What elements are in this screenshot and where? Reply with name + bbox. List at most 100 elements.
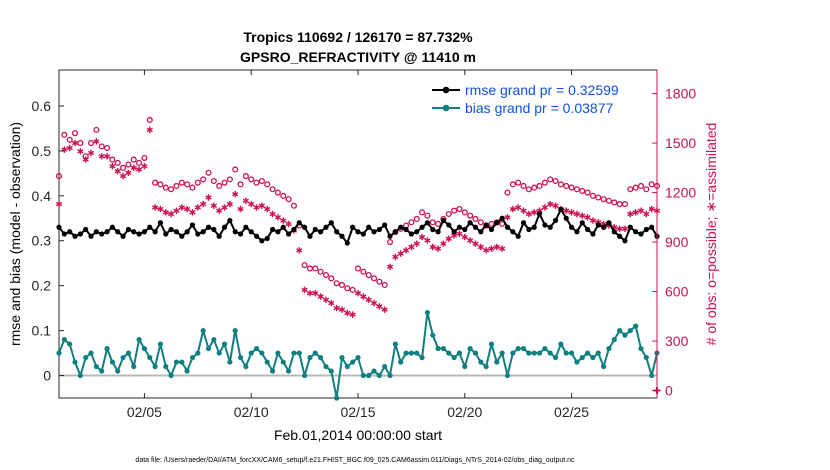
y-right-tick-label: 300 <box>665 333 689 349</box>
y-right-tick-label: 0 <box>665 383 673 399</box>
rmse-point <box>627 224 633 230</box>
rmse-point <box>291 226 297 233</box>
obs-possible-point <box>71 130 79 137</box>
rmse-point <box>163 231 169 237</box>
obs-assimilated-point <box>125 169 132 176</box>
obs-possible-point <box>595 194 602 201</box>
obs-possible-point <box>93 126 100 133</box>
bias-point <box>499 350 505 356</box>
rmse-point <box>622 238 628 244</box>
bias-point <box>83 354 89 361</box>
rmse-point <box>451 229 457 235</box>
rmse-point <box>237 231 244 237</box>
obs-possible-point <box>456 206 463 213</box>
bias-point <box>590 354 596 361</box>
rmse-point <box>318 229 324 235</box>
obs-possible-point <box>317 268 324 275</box>
bias-point <box>472 350 479 356</box>
obs-assimilated-point <box>210 202 217 209</box>
x-tick-label: 02/25 <box>554 404 589 420</box>
rmse-point <box>248 229 254 235</box>
obs-possible-point <box>194 179 201 186</box>
obs-assimilated-point <box>541 204 548 211</box>
obs-assimilated-point <box>370 299 378 307</box>
obs-assimilated-point <box>456 230 463 238</box>
bias-point <box>168 372 174 379</box>
bias-point <box>216 350 222 356</box>
obs-assimilated-point <box>269 210 276 218</box>
obs-possible-point <box>168 186 175 193</box>
rmse-point <box>649 224 655 230</box>
rmse-point <box>184 229 190 235</box>
rmse-point <box>125 226 132 233</box>
bias-point <box>280 359 286 365</box>
bias-point <box>200 328 206 334</box>
obs-possible-series <box>55 116 661 293</box>
obs-possible-point <box>338 281 346 288</box>
obs-possible-point <box>189 184 196 191</box>
bias-point <box>205 345 212 352</box>
y-left-tick-label: 0.4 <box>32 188 52 204</box>
bias-point <box>633 323 639 329</box>
bias-point <box>440 345 447 352</box>
obs-possible-point <box>61 131 68 138</box>
obs-possible-point <box>424 212 431 219</box>
obs-assimilated-point <box>461 233 468 241</box>
obs-assimilated-point <box>168 210 175 218</box>
obs-assimilated-point <box>135 166 143 173</box>
obs-possible-point <box>600 196 607 203</box>
obs-assimilated-point <box>98 153 105 160</box>
obs-assimilated-point <box>504 214 511 221</box>
obs-assimilated-point <box>189 209 196 216</box>
rmse-point <box>360 231 366 237</box>
rmse-point <box>643 226 649 233</box>
obs-assimilated-point <box>349 311 356 318</box>
obs-possible-point <box>467 212 474 219</box>
rmse-point <box>494 220 500 226</box>
obs-possible-point <box>77 140 84 147</box>
rmse-point <box>77 231 83 237</box>
bias-point <box>56 350 62 356</box>
obs-assimilated-point <box>413 240 420 247</box>
obs-possible-point <box>109 156 116 163</box>
obs-possible-point <box>531 184 538 191</box>
x-axis: 02/05 02/10 02/15 02/20 02/25 <box>127 70 589 420</box>
obs-possible-point <box>66 136 73 143</box>
rmse-point <box>307 233 313 239</box>
bias-point <box>184 368 190 374</box>
obs-possible-point <box>269 186 276 193</box>
obs-possible-point <box>637 182 645 190</box>
bias-point <box>259 350 265 356</box>
bias-point <box>275 350 281 356</box>
rmse-point <box>446 222 452 228</box>
bias-point <box>157 341 164 347</box>
obs-assimilated-point <box>280 217 287 224</box>
rmse-point <box>392 229 398 235</box>
bias-point <box>622 332 628 338</box>
obs-assimilated-point <box>643 210 650 218</box>
rmse-point <box>173 229 180 235</box>
rmse-point <box>371 229 377 235</box>
obs-assimilated-point <box>493 243 500 251</box>
bias-point <box>478 359 484 365</box>
obs-assimilated-point <box>119 172 127 180</box>
data-file-footer: data file: /Users/raeder/DAI/ATM_forcXX/… <box>135 457 575 464</box>
bias-point <box>574 359 580 365</box>
obs-assimilated-point <box>253 204 260 211</box>
obs-possible-point <box>136 159 143 166</box>
obs-assimilated-point <box>408 243 415 251</box>
obs-assimilated-point <box>232 191 239 198</box>
obs-assimilated-point <box>344 309 351 317</box>
obs-possible-point <box>552 177 559 185</box>
obs-possible-point <box>173 182 180 190</box>
obs-possible-point <box>290 202 297 209</box>
bias-point <box>318 354 324 361</box>
bias-point <box>584 350 591 356</box>
obs-possible-point <box>472 215 479 223</box>
rmse-point <box>275 229 281 235</box>
rmse-point <box>168 226 174 233</box>
obs-assimilated-point <box>157 205 164 213</box>
bias-point <box>189 354 196 361</box>
obs-assimilated-point <box>296 247 303 254</box>
